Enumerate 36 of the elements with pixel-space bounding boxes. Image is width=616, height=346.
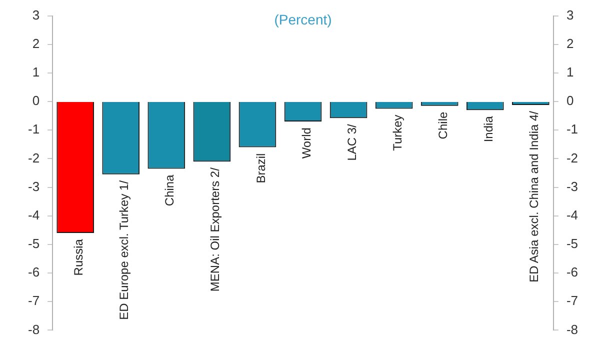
chart-title: (Percent) bbox=[274, 12, 332, 28]
y2-tick-label: 1 bbox=[566, 64, 574, 80]
y2-tick-label: -2 bbox=[566, 150, 578, 166]
y-tick-label: -7 bbox=[28, 293, 40, 308]
y2-tick-label: -1 bbox=[566, 122, 578, 137]
x-tick-label: ED Asia excl. China and India 4/ bbox=[526, 110, 541, 282]
y-tick-label: -2 bbox=[28, 150, 40, 166]
y-tick-label: -8 bbox=[28, 322, 40, 337]
y2-tick-label: 0 bbox=[566, 93, 574, 108]
x-tick-label: Brazil bbox=[254, 153, 268, 184]
x-tick-label: China bbox=[162, 174, 177, 206]
x-tick-label: MENA: Oil Exporters 2/ bbox=[208, 166, 222, 292]
y2-tick-label: -8 bbox=[566, 322, 578, 337]
x-tick-label: World bbox=[299, 128, 314, 159]
y-tick-label: 3 bbox=[32, 7, 40, 22]
y-tick-label: 0 bbox=[32, 93, 40, 108]
y2-tick-label: -4 bbox=[566, 207, 578, 222]
x-tick-label: India bbox=[481, 116, 496, 142]
y2-tick-label: 3 bbox=[566, 7, 574, 22]
y2-tick-label: -5 bbox=[566, 236, 578, 252]
x-tick-label: Russia bbox=[72, 238, 86, 276]
x-tick-label: Chile bbox=[436, 112, 450, 140]
y-tick-label: -3 bbox=[28, 178, 40, 194]
x-tick-label: Turkey bbox=[390, 114, 404, 151]
y2-tick-label: -3 bbox=[566, 178, 578, 194]
y-tick-label: -5 bbox=[28, 236, 40, 252]
y2-tick-label: 2 bbox=[566, 36, 574, 51]
y-tick-label: -4 bbox=[28, 207, 40, 222]
y-tick-label: -6 bbox=[28, 264, 40, 280]
y-tick-label: -1 bbox=[28, 122, 40, 137]
y-tick-label: 1 bbox=[32, 64, 40, 80]
x-tick-label: ED Europe excl. Turkey 1/ bbox=[117, 180, 132, 320]
y2-tick-label: -6 bbox=[566, 264, 578, 280]
y2-tick-label: -7 bbox=[566, 293, 578, 308]
y-tick-label: 2 bbox=[32, 36, 40, 51]
x-tick-label: LAC 3/ bbox=[344, 123, 359, 161]
